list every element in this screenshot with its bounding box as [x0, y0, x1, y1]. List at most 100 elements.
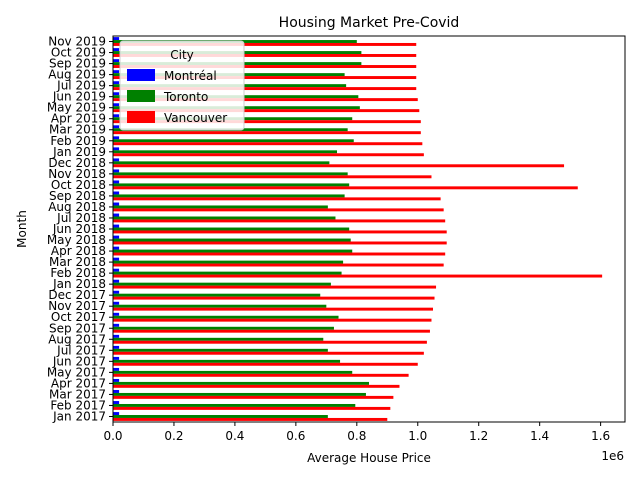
- bar-montreal-oct-2018: [113, 180, 120, 184]
- bar-vancouver-jul-2019: [113, 87, 417, 91]
- bar-vancouver-nov-2017: [113, 307, 433, 311]
- bar-montreal-jan-2019: [113, 147, 120, 151]
- y-tick-label-feb-2018: Feb 2018: [50, 266, 106, 280]
- bar-toronto-nov-2017: [113, 304, 327, 308]
- bar-toronto-feb-2019: [113, 139, 354, 143]
- bar-vancouver-jan-2018: [113, 285, 437, 289]
- bar-toronto-aug-2018: [113, 205, 328, 209]
- bar-montreal-sep-2018: [113, 191, 120, 195]
- bar-vancouver-mar-2017: [113, 395, 394, 399]
- legend-label-vancouver: Vancouver: [164, 111, 227, 125]
- bar-montreal-jun-2018: [113, 224, 120, 228]
- x-tick-label-1: 0.2: [164, 429, 183, 443]
- bar-vancouver-oct-2017: [113, 318, 432, 322]
- y-tick-label-dec-2017: Dec 2017: [48, 288, 106, 302]
- y-tick-label-feb-2019: Feb 2019: [50, 134, 106, 148]
- y-tick-label-jul-2019: Jul 2019: [56, 79, 106, 93]
- bar-vancouver-mar-2018: [113, 263, 444, 267]
- bar-montreal-aug-2019: [113, 70, 120, 74]
- bar-vancouver-jan-2017: [113, 417, 388, 421]
- y-tick-label-nov-2019: Nov 2019: [48, 35, 106, 49]
- bar-vancouver-sep-2017: [113, 329, 430, 333]
- legend-label-montreal: Montréal: [164, 69, 217, 83]
- bar-vancouver-may-2018: [113, 241, 447, 245]
- bar-vancouver-jul-2017: [113, 351, 424, 355]
- y-tick-label-nov-2017: Nov 2017: [48, 299, 106, 313]
- bar-montreal-dec-2017: [113, 290, 120, 294]
- y-tick-label-jun-2019: Jun 2019: [52, 90, 106, 104]
- bar-montreal-nov-2017: [113, 301, 120, 305]
- bar-montreal-jul-2019: [113, 81, 120, 85]
- y-tick-label-may-2019: May 2019: [47, 101, 106, 115]
- bar-montreal-jul-2017: [113, 345, 120, 349]
- x-tick-label-2: 0.4: [225, 429, 244, 443]
- y-tick-label-oct-2017: Oct 2017: [51, 310, 106, 324]
- bar-vancouver-apr-2019: [113, 120, 421, 124]
- bar-toronto-dec-2017: [113, 293, 321, 297]
- bar-vancouver-feb-2019: [113, 142, 423, 146]
- bar-montreal-aug-2018: [113, 202, 120, 206]
- legend-items: Montréal Toronto Vancouver: [127, 69, 227, 125]
- legend-swatch-toronto: [127, 90, 155, 102]
- bar-vancouver-sep-2019: [113, 65, 417, 68]
- bar-vancouver-feb-2017: [113, 406, 391, 410]
- bar-vancouver-sep-2018: [113, 197, 441, 201]
- bar-toronto-jun-2017: [113, 359, 341, 363]
- y-tick-label-mar-2018: Mar 2018: [49, 255, 106, 269]
- bar-montreal-may-2019: [113, 103, 120, 107]
- bar-vancouver-nov-2018: [113, 175, 432, 179]
- y-tick-label-jan-2019: Jan 2019: [52, 145, 106, 159]
- bar-toronto-mar-2018: [113, 260, 344, 264]
- x-tick-label-0: 0.0: [103, 429, 122, 443]
- bar-montreal-oct-2017: [113, 312, 120, 316]
- bar-toronto-jul-2017: [113, 348, 328, 352]
- bar-vancouver-apr-2017: [113, 384, 400, 388]
- bar-montreal-apr-2018: [113, 246, 120, 250]
- y-tick-label-oct-2018: Oct 2018: [51, 178, 106, 192]
- bar-montreal-nov-2018: [113, 169, 120, 173]
- legend-swatch-vancouver: [127, 111, 155, 123]
- bar-toronto-nov-2018: [113, 172, 348, 176]
- x-tick-label-4: 0.8: [347, 429, 366, 443]
- x-tick-label-7: 1.4: [530, 429, 549, 443]
- bar-montreal-jul-2018: [113, 213, 120, 217]
- y-tick-label-jan-2018: Jan 2018: [52, 277, 106, 291]
- bar-toronto-mar-2017: [113, 392, 366, 396]
- bar-vancouver-jun-2019: [113, 98, 418, 102]
- bar-vancouver-jul-2018: [113, 219, 446, 223]
- bar-toronto-feb-2018: [113, 271, 342, 275]
- bar-toronto-oct-2017: [113, 315, 339, 319]
- y-tick-label-aug-2019: Aug 2019: [48, 68, 106, 82]
- legend-swatch-montreal: [127, 69, 155, 81]
- bar-vancouver-oct-2018: [113, 186, 578, 190]
- bar-toronto-may-2018: [113, 238, 351, 242]
- y-tick-label-sep-2019: Sep 2019: [49, 57, 106, 71]
- bar-vancouver-nov-2019: [113, 42, 417, 46]
- x-axis: 0.0 0.2 0.4 0.6 0.8 1.0 1.2 1.4 1.6: [103, 422, 610, 443]
- x-tick-label-8: 1.6: [591, 429, 610, 443]
- legend: City Montréal Toronto Vancouver: [119, 40, 245, 131]
- x-axis-scale-label: 1e6: [601, 449, 624, 463]
- y-tick-label-jun-2018: Jun 2018: [52, 222, 106, 236]
- x-axis-label: Average House Price: [307, 451, 431, 465]
- bar-montreal-sep-2017: [113, 323, 120, 327]
- bar-montreal-jun-2017: [113, 356, 120, 360]
- y-tick-label-dec-2018: Dec 2018: [48, 156, 106, 170]
- bar-montreal-apr-2019: [113, 114, 120, 118]
- y-axis-label: Month: [15, 210, 29, 248]
- bar-montreal-jan-2018: [113, 279, 120, 283]
- bar-montreal-may-2018: [113, 235, 120, 239]
- y-tick-label-jun-2017: Jun 2017: [52, 354, 106, 368]
- bar-toronto-aug-2017: [113, 337, 324, 341]
- bar-vancouver-aug-2018: [113, 208, 444, 212]
- bar-vancouver-jun-2017: [113, 362, 418, 366]
- bar-montreal-feb-2017: [113, 401, 120, 404]
- y-tick-label-aug-2017: Aug 2017: [48, 332, 106, 346]
- bar-montreal-apr-2017: [113, 378, 120, 382]
- bar-toronto-apr-2018: [113, 249, 353, 253]
- y-tick-label-may-2017: May 2017: [47, 365, 106, 379]
- bar-vancouver-feb-2018: [113, 274, 603, 278]
- bar-toronto-feb-2017: [113, 403, 356, 407]
- bar-toronto-oct-2018: [113, 183, 350, 187]
